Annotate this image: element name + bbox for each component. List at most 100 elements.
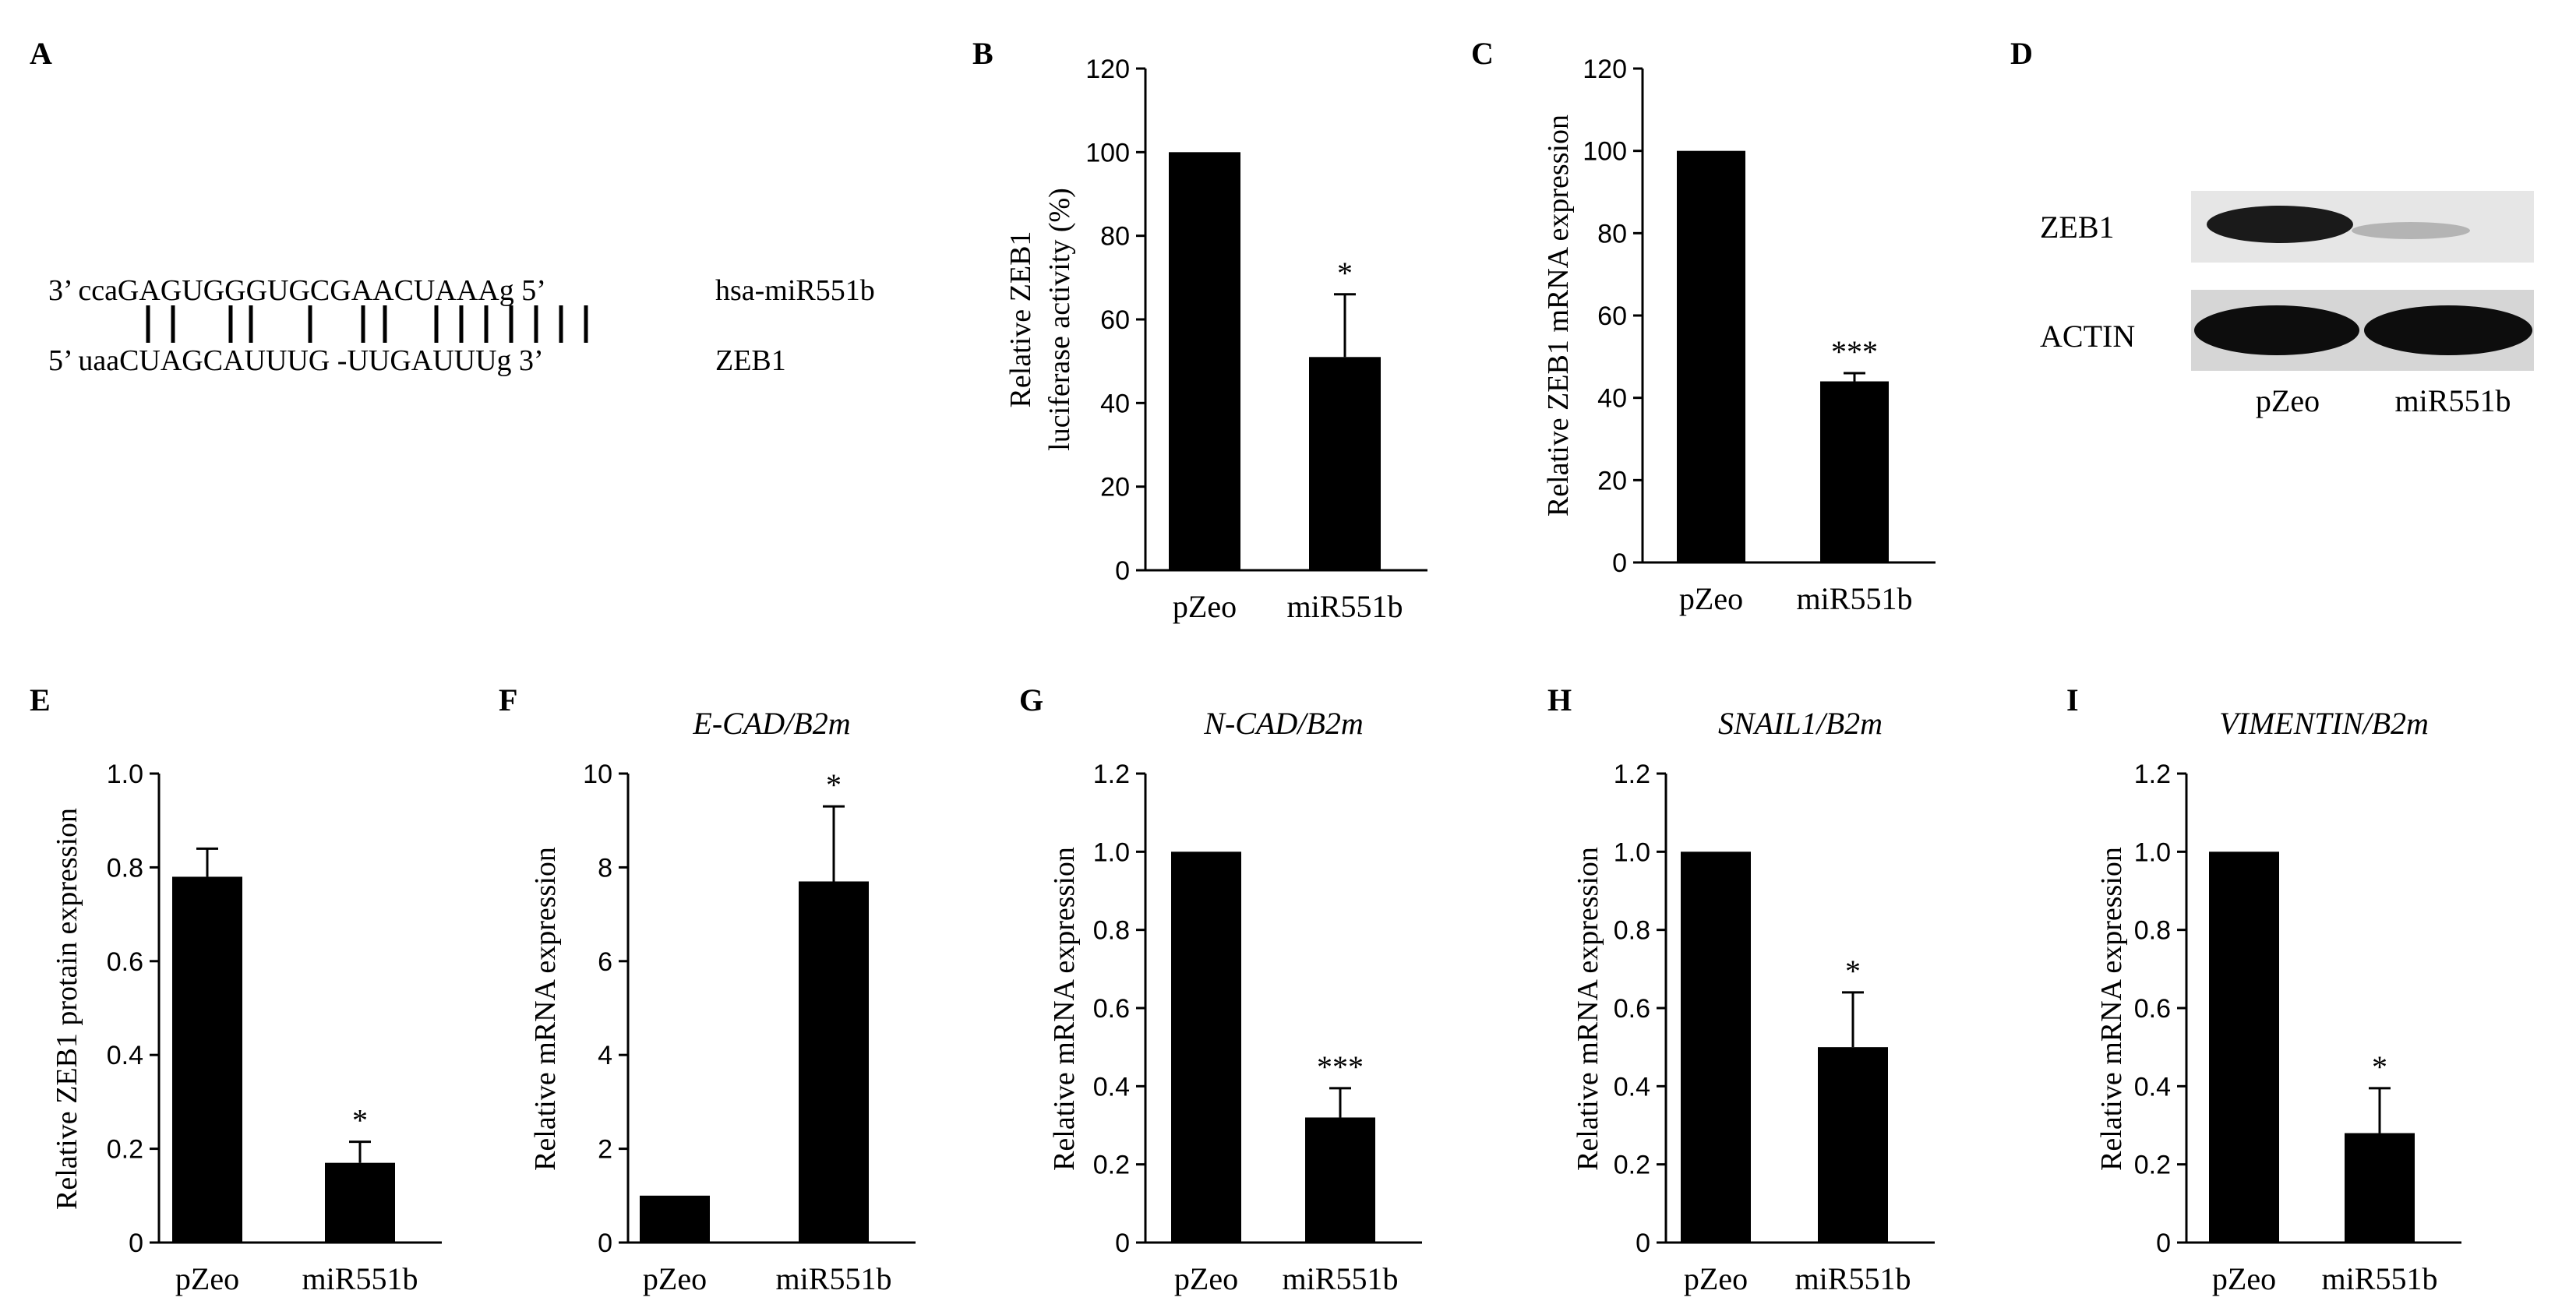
- actin-band-mir551b: [2364, 305, 2532, 355]
- x-category-label: miR551b: [2322, 1261, 2438, 1296]
- chart-title: SNAIL1/B2m: [1718, 706, 1883, 741]
- y-tick-label: 120: [1583, 55, 1627, 84]
- y-tick-label: 0.8: [1614, 916, 1650, 946]
- y-axis-label: Relative ZEB1 protain expression: [51, 808, 83, 1210]
- y-tick-label: 0.6: [2134, 994, 2171, 1024]
- y-tick-label: 0: [1636, 1229, 1650, 1258]
- panel-a-letter: A: [30, 36, 52, 71]
- y-tick-label: 20: [1100, 473, 1130, 502]
- y-tick-label: 100: [1583, 137, 1627, 167]
- y-tick-label: 0.6: [1093, 994, 1130, 1024]
- target-name: ZEB1: [715, 344, 786, 377]
- y-tick-label: 20: [1597, 466, 1627, 495]
- mirna-name: hsa-miR551b: [715, 274, 875, 307]
- y-tick-label: 80: [1100, 222, 1130, 252]
- y-tick-label: 1.2: [1093, 760, 1130, 789]
- significance-marker: *: [1337, 256, 1353, 291]
- panel-c-letter: C: [1471, 36, 1494, 71]
- bar-pzeo: [1171, 851, 1241, 1243]
- chart-c: C 0 20 40 60 80 100 120 Relative ZEB1 mRNA expre…: [1471, 36, 1936, 616]
- y-tick-label: 2: [598, 1135, 612, 1165]
- zeb1-band-mir551b: [2352, 222, 2470, 239]
- panel-f-letter: F: [499, 682, 517, 717]
- chart-title: N-CAD/B2m: [1203, 706, 1363, 741]
- target-sequence: 5’ uaaCUAGCAUUUG -UUGAUUUg 3’: [48, 344, 544, 377]
- blot-row-label-zeb1: ZEB1: [2040, 210, 2115, 245]
- bar-mir551b: [1309, 357, 1381, 570]
- panel-b-letter: B: [972, 36, 993, 71]
- y-tick-label: 4: [598, 1041, 612, 1070]
- y-tick-label: 0: [2156, 1229, 2171, 1258]
- y-axis-label: luciferase activity (%): [1043, 188, 1076, 451]
- bar-mir551b: [1818, 1047, 1888, 1243]
- y-tick-label: 60: [1597, 301, 1627, 331]
- y-tick-label: 60: [1100, 305, 1130, 335]
- chart-i: I VIMENTIN/B2m 0 0.2 0.4 0.6 0.8 1.0 1.2 Relative…: [2066, 682, 2461, 1296]
- bar-pzeo: [1169, 152, 1240, 571]
- x-category-label: miR551b: [1287, 589, 1403, 624]
- y-tick-label: 40: [1100, 389, 1130, 418]
- panel-g-letter: G: [1019, 682, 1043, 717]
- bar-mir551b: [799, 881, 869, 1243]
- panel-a: A 3’ ccaGAGUGGGUGCGAACUAAAg 5’ hsa-miR55…: [30, 36, 875, 377]
- y-tick-label: 0.8: [107, 853, 143, 883]
- chart-title: VIMENTIN/B2m: [2219, 706, 2429, 741]
- y-tick-label: 0.2: [1614, 1151, 1650, 1180]
- blot-lane-label-mir551b: miR551b: [2395, 383, 2511, 418]
- y-tick-label: 1.0: [1614, 837, 1650, 867]
- x-category-label: pZeo: [643, 1261, 707, 1296]
- y-axis-label: Relative mRNA expression: [529, 847, 562, 1171]
- y-tick-label: 0: [1612, 548, 1627, 578]
- panel-d: D ZEB1 ACTIN pZeo miR551b: [2010, 36, 2534, 418]
- chart-f: F E-CAD/B2m 0 2 4 6 8 10 Relative mRNA expressio…: [499, 682, 916, 1296]
- chart-b: B 0 20 40 60 80 100 120 Relative ZEB1 luciferase …: [972, 36, 1427, 624]
- y-tick-label: 0: [1115, 556, 1130, 586]
- y-tick-label: 6: [598, 947, 612, 977]
- y-tick-label: 0.2: [107, 1135, 143, 1165]
- y-tick-label: 0.6: [107, 947, 143, 977]
- y-tick-label: 0.2: [2134, 1151, 2171, 1180]
- chart-g: G N-CAD/B2m 0 0.2 0.4 0.6 0.8 1.0 1.2 Relative mR…: [1019, 682, 1422, 1296]
- zeb1-band-pzeo: [2207, 206, 2353, 243]
- y-axis-label: Relative ZEB1: [1004, 231, 1037, 408]
- mirna-sequence: 3’ ccaGAGUGGGUGCGAACUAAAg 5’: [48, 274, 546, 307]
- significance-marker: *: [1845, 954, 1861, 989]
- significance-marker: *: [826, 767, 842, 802]
- x-category-label: miR551b: [1795, 1261, 1911, 1296]
- actin-band-pzeo: [2194, 305, 2359, 355]
- bar-mir551b: [1305, 1117, 1375, 1243]
- y-tick-label: 1.0: [1093, 837, 1130, 867]
- y-tick-label: 8: [598, 853, 612, 883]
- significance-marker: *: [2372, 1049, 2387, 1084]
- bar-pzeo: [172, 876, 242, 1243]
- x-category-label: pZeo: [1684, 1261, 1748, 1296]
- panel-i-letter: I: [2066, 682, 2079, 717]
- y-tick-label: 10: [583, 760, 612, 789]
- y-tick-label: 0: [129, 1229, 143, 1258]
- chart-h: H SNAIL1/B2m 0 0.2 0.4 0.6 0.8 1.0 1.2 Relative m…: [1547, 682, 1935, 1296]
- y-tick-label: 40: [1597, 384, 1627, 414]
- x-category-label: miR551b: [1797, 581, 1913, 616]
- x-category-label: miR551b: [302, 1261, 418, 1296]
- bar-pzeo: [640, 1195, 710, 1243]
- y-tick-label: 100: [1085, 138, 1130, 167]
- bar-pzeo: [1681, 851, 1751, 1243]
- significance-marker: ***: [1831, 334, 1878, 369]
- x-category-label: miR551b: [776, 1261, 892, 1296]
- panel-h-letter: H: [1547, 682, 1572, 717]
- x-category-label: miR551b: [1283, 1261, 1399, 1296]
- y-tick-label: 0.4: [107, 1041, 143, 1070]
- blot-lane-label-pzeo: pZeo: [2256, 383, 2320, 418]
- y-tick-label: 0: [598, 1229, 612, 1258]
- panel-d-letter: D: [2010, 36, 2033, 71]
- x-category-label: pZeo: [175, 1261, 239, 1296]
- chart-title: E-CAD/B2m: [692, 706, 850, 741]
- significance-marker: ***: [1317, 1049, 1364, 1084]
- x-category-label: pZeo: [1173, 589, 1237, 624]
- y-tick-label: 1.0: [107, 760, 143, 789]
- y-axis-label: Relative ZEB1 mRNA expression: [1542, 115, 1575, 516]
- panel-e-letter: E: [30, 682, 51, 717]
- y-axis-label: Relative mRNA expression: [1572, 847, 1604, 1171]
